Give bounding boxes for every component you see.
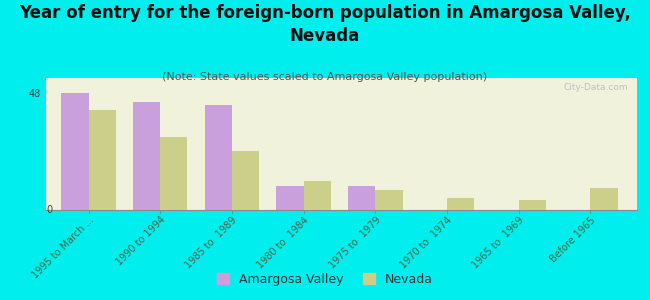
- Bar: [160, 137, 187, 210]
- Bar: [205, 105, 232, 210]
- Text: City-Data.com: City-Data.com: [564, 83, 628, 92]
- Bar: [61, 93, 88, 210]
- Bar: [375, 190, 402, 210]
- Legend: Amargosa Valley, Nevada: Amargosa Valley, Nevada: [212, 268, 438, 291]
- Bar: [276, 186, 304, 210]
- Bar: [590, 188, 618, 210]
- Bar: [88, 110, 116, 210]
- Text: (Note: State values scaled to Amargosa Valley population): (Note: State values scaled to Amargosa V…: [162, 72, 488, 82]
- Text: 0: 0: [47, 205, 53, 215]
- Bar: [232, 151, 259, 210]
- Bar: [133, 102, 160, 210]
- Bar: [348, 186, 375, 210]
- Bar: [447, 198, 474, 210]
- Bar: [304, 181, 331, 210]
- Bar: [519, 200, 546, 210]
- Text: Year of entry for the foreign-born population in Amargosa Valley,
Nevada: Year of entry for the foreign-born popul…: [19, 4, 631, 45]
